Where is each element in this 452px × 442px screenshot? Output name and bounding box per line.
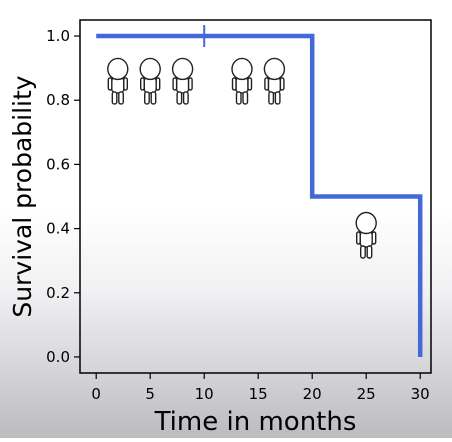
person-left-leg [145, 92, 150, 104]
y-tick-label: 0.8 [46, 91, 70, 109]
person-right-arm [280, 78, 284, 90]
y-tick-label: 0.0 [46, 348, 70, 366]
x-tick-label: 15 [249, 385, 268, 403]
y-tick-label: 0.6 [46, 155, 70, 173]
person-head [356, 213, 376, 234]
person-left-arm [233, 78, 237, 90]
y-tick-label: 0.4 [46, 220, 70, 238]
x-tick-label: 5 [145, 385, 155, 403]
person-right-leg [243, 92, 248, 104]
x-tick-label: 30 [411, 385, 430, 403]
y-tick-label: 1.0 [46, 27, 70, 45]
person-right-leg [367, 246, 372, 258]
person-left-arm [357, 232, 361, 244]
x-axis-label: Time in months [154, 407, 357, 437]
person-left-arm [173, 78, 177, 90]
person-left-arm [141, 78, 145, 90]
x-tick-label: 20 [303, 385, 322, 403]
person-right-leg [275, 92, 280, 104]
person-right-leg [151, 92, 156, 104]
person-left-leg [237, 92, 242, 104]
person-left-arm [265, 78, 269, 90]
person-icon [264, 58, 284, 104]
person-right-arm [189, 78, 193, 90]
y-tick-label: 0.2 [46, 284, 70, 302]
person-head [173, 58, 193, 79]
person-right-arm [372, 232, 376, 244]
person-left-leg [361, 246, 366, 258]
person-left-leg [269, 92, 274, 104]
person-icon [108, 58, 128, 104]
person-icon [232, 58, 252, 104]
y-axis-label: Survival probability [8, 75, 37, 317]
person-icon [173, 58, 193, 104]
person-icon [356, 213, 376, 259]
person-left-leg [112, 92, 117, 104]
person-left-arm [108, 78, 112, 90]
person-right-arm [248, 78, 252, 90]
person-right-arm [124, 78, 128, 90]
person-head [264, 58, 284, 79]
person-right-leg [119, 92, 124, 104]
person-head [232, 58, 252, 79]
person-head [108, 58, 128, 79]
person-right-leg [184, 92, 189, 104]
x-tick-label: 0 [91, 385, 101, 403]
person-left-leg [177, 92, 182, 104]
x-tick-label: 10 [195, 385, 214, 403]
x-tick-label: 25 [357, 385, 376, 403]
person-right-arm [156, 78, 160, 90]
person-head [140, 58, 160, 79]
figures-layer [108, 58, 376, 258]
person-icon [140, 58, 160, 104]
